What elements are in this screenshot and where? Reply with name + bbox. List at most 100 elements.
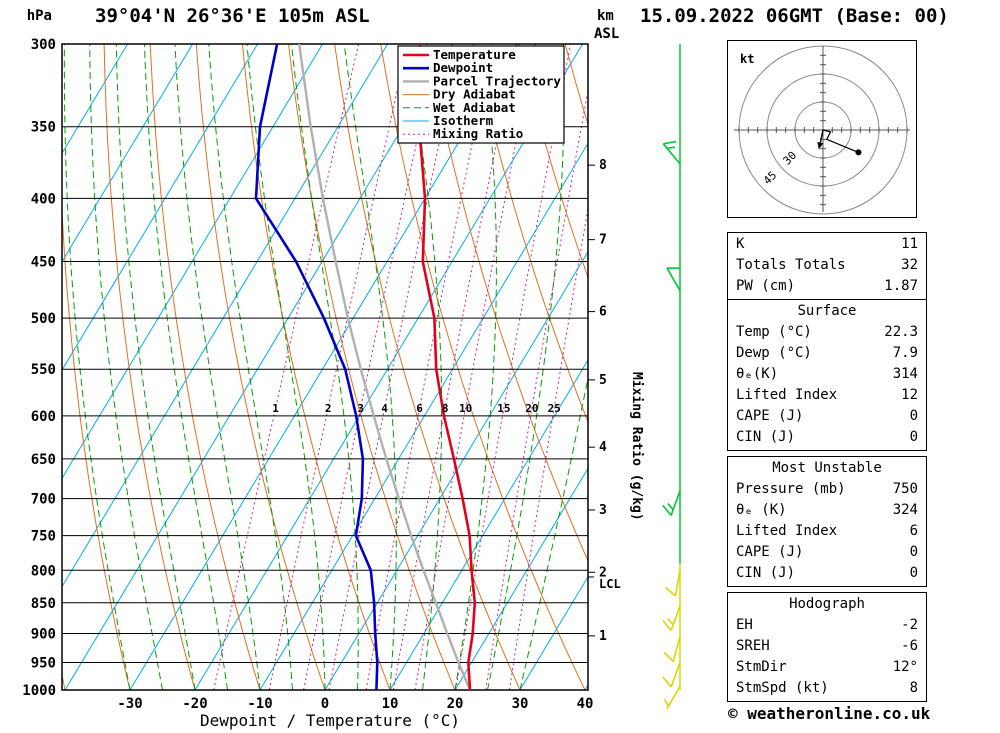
- svg-text:8: 8: [442, 402, 449, 415]
- index-label: CAPE (J): [736, 544, 804, 560]
- index-row: θₑ(K) 314: [736, 364, 918, 385]
- dewpoint-curve: [254, 44, 379, 690]
- index-row: Lifted Index 12: [736, 385, 918, 406]
- asl-unit-label: ASL: [594, 26, 619, 42]
- legend-label-mixing_ratio: Mixing Ratio: [433, 126, 523, 141]
- index-row: Pressure (mb) 750: [736, 479, 918, 500]
- index-value: 11: [901, 236, 918, 252]
- svg-text:850: 850: [31, 596, 56, 612]
- svg-text:-30: -30: [117, 696, 142, 712]
- index-label: Dewp (°C): [736, 345, 812, 361]
- svg-text:400: 400: [31, 191, 56, 207]
- station-title: 39°04'N 26°36'E 105m ASL: [95, 5, 370, 27]
- index-row: StmDir 12°: [736, 657, 918, 678]
- svg-text:1000: 1000: [22, 683, 56, 699]
- legend-label-parcel: Parcel Trajectory: [433, 73, 561, 88]
- index-label: K: [736, 236, 745, 252]
- svg-text:350: 350: [31, 120, 56, 136]
- pressure-tick-labels: 300 350 400 450 500 550 600 650 700 750 800 850 900 9…: [22, 37, 56, 699]
- datetime-title: 15.09.2022 06GMT (Base: 00): [640, 5, 949, 27]
- index-row: Dewp (°C) 7.9: [736, 343, 918, 364]
- index-label: EH: [736, 617, 753, 633]
- temperature-tick-labels: -30 -20 -10 0 10 20 30 40: [117, 696, 593, 712]
- index-box-title-most-unstable: Most Unstable: [772, 460, 882, 476]
- index-value: 0: [909, 565, 918, 581]
- index-value: 0: [909, 544, 918, 560]
- svg-text:25: 25: [548, 402, 561, 415]
- index-box-hodograph: Hodograph EH -2 SREH -6 StmDir 12° StmSpd (kt) 8: [727, 592, 927, 702]
- index-row: K 11: [736, 234, 918, 255]
- index-label: Lifted Index: [736, 387, 838, 403]
- index-label: StmSpd (kt): [736, 680, 829, 696]
- svg-text:40: 40: [577, 696, 594, 712]
- mixing-ratio-labels: 1 2 3 4 6 8 10 15 20 25: [272, 402, 561, 415]
- km-axis: 1 2 3 4 5 6 7 8 LCL: [588, 158, 621, 644]
- index-value: 22.3: [884, 324, 918, 340]
- index-row: SREH -6: [736, 636, 918, 657]
- svg-text:20: 20: [525, 402, 538, 415]
- svg-text:700: 700: [31, 492, 56, 508]
- temperature-curve: [417, 44, 477, 690]
- index-row: PW (cm) 1.87: [736, 276, 918, 297]
- svg-text:2: 2: [325, 402, 332, 415]
- index-label: θₑ (K): [736, 502, 787, 518]
- skewt-chart: hPa km ASL Dewpoint / Temperature (°C) M…: [22, 8, 681, 730]
- index-label: StmDir: [736, 659, 787, 675]
- index-label: Totals Totals: [736, 257, 846, 273]
- index-value: 12: [901, 387, 918, 403]
- storm-motion-arrowhead: [817, 142, 824, 150]
- index-box-title-surface: Surface: [797, 303, 857, 319]
- km-tick-label: 2: [599, 565, 607, 580]
- dry-adiabat-lines: [62, 44, 588, 690]
- parcel-trajectory-curve: [298, 44, 472, 690]
- index-label: CAPE (J): [736, 408, 804, 424]
- legend-label-wet_adiabat: Wet Adiabat: [433, 100, 516, 115]
- index-label: Temp (°C): [736, 324, 812, 340]
- hodograph-trace: [822, 129, 859, 153]
- svg-text:-20: -20: [182, 696, 207, 712]
- index-value: 324: [892, 502, 918, 518]
- svg-text:1: 1: [272, 402, 279, 415]
- hodograph-panel: kt 30 45: [727, 40, 917, 218]
- km-tick-label: 5: [599, 373, 607, 388]
- svg-text:15: 15: [497, 402, 510, 415]
- km-tick-label: 4: [599, 440, 607, 455]
- index-label: CIN (J): [736, 429, 796, 445]
- index-row: CIN (J) 0: [736, 427, 918, 448]
- hodograph-ring-label: 30: [781, 149, 800, 168]
- hodograph-unit-label: kt: [740, 52, 754, 66]
- x-axis-title: Dewpoint / Temperature (°C): [200, 711, 460, 730]
- km-tick-label: 6: [599, 305, 607, 320]
- index-box-surface: Surface Temp (°C) 22.3 Dewp (°C) 7.9 θₑ(K) 314…: [727, 299, 927, 451]
- index-value: 6: [909, 523, 918, 539]
- index-row: StmSpd (kt) 8: [736, 678, 918, 699]
- pressure-unit-label: hPa: [27, 8, 52, 24]
- hodograph-ring-label: 45: [761, 169, 780, 188]
- km-tick-label: 8: [599, 158, 607, 173]
- legend-label-dry_adiabat: Dry Adiabat: [433, 87, 516, 102]
- index-value: 8: [909, 680, 918, 696]
- index-row: Temp (°C) 22.3: [736, 322, 918, 343]
- lcl-label: LCL: [599, 577, 621, 591]
- mixing-ratio-axis-label: Mixing Ratio (g/kg): [629, 372, 644, 521]
- index-row: Lifted Index 6: [736, 521, 918, 542]
- svg-text:0: 0: [321, 696, 329, 712]
- index-value: 0: [909, 408, 918, 424]
- index-value: 7.9: [892, 345, 918, 361]
- svg-text:10: 10: [459, 402, 472, 415]
- index-row: CIN (J) 0: [736, 563, 918, 584]
- index-value: 0: [909, 429, 918, 445]
- svg-text:650: 650: [31, 452, 56, 468]
- svg-text:900: 900: [31, 626, 56, 642]
- index-label: Pressure (mb): [736, 481, 846, 497]
- isotherm-lines: [62, 44, 588, 690]
- svg-text:4: 4: [381, 402, 388, 415]
- svg-text:600: 600: [31, 409, 56, 425]
- index-value: -6: [901, 638, 918, 654]
- index-value: -2: [901, 617, 918, 633]
- svg-text:750: 750: [31, 529, 56, 545]
